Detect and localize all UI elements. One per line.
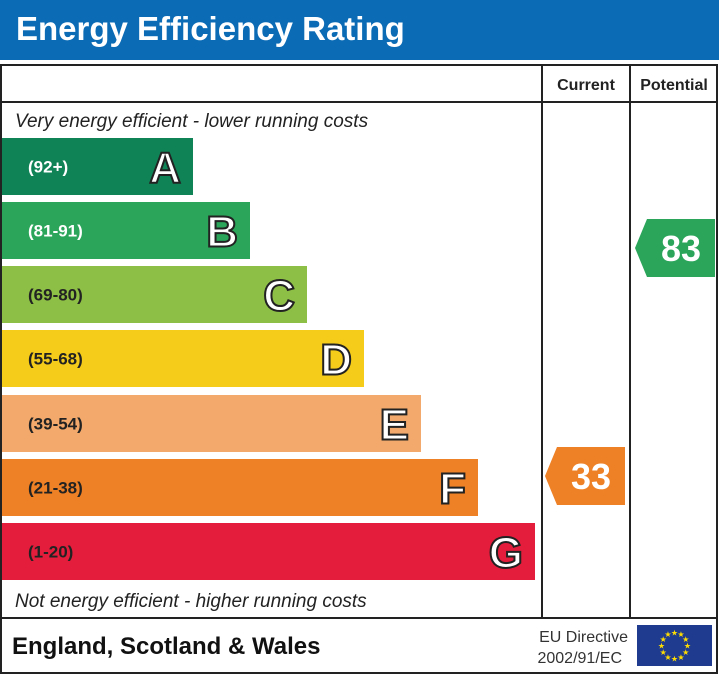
band-range-e: (39-54) bbox=[28, 415, 83, 434]
eu-star-icon: ★ bbox=[671, 629, 678, 638]
band-range-b: (81-91) bbox=[28, 222, 83, 241]
eu-star-icon: ★ bbox=[658, 642, 665, 651]
eu-star-icon: ★ bbox=[682, 648, 689, 657]
band-letter-b: B bbox=[206, 208, 238, 257]
band-letter-e: E bbox=[380, 401, 409, 450]
band-letter-f: F bbox=[439, 465, 466, 514]
eu-flag-icon bbox=[637, 625, 712, 666]
footer-region: England, Scotland & Wales bbox=[12, 633, 320, 660]
band-range-g: (1-20) bbox=[28, 543, 73, 562]
band-bar-d bbox=[2, 330, 364, 387]
eu-star-icon: ★ bbox=[660, 635, 667, 644]
current-rating-arrow bbox=[545, 447, 625, 505]
eu-star-icon: ★ bbox=[671, 655, 678, 664]
band-range-c: (69-80) bbox=[28, 286, 83, 305]
current-rating-value: 33 bbox=[571, 456, 611, 497]
band-range-d: (55-68) bbox=[28, 350, 83, 369]
chart-frame bbox=[0, 64, 718, 674]
top-note: Very energy efficient - lower running co… bbox=[15, 111, 369, 132]
band-bar-e bbox=[2, 395, 421, 452]
potential-header: Potential bbox=[640, 77, 708, 94]
eu-star-icon: ★ bbox=[664, 653, 671, 662]
bottom-note: Not energy efficient - higher running co… bbox=[15, 591, 367, 612]
eu-star-icon: ★ bbox=[664, 630, 671, 639]
eu-star-icon: ★ bbox=[677, 653, 684, 662]
directive-line-2: 2002/91/EC bbox=[537, 650, 622, 667]
title-bar: Energy Efficiency Rating bbox=[0, 0, 719, 60]
current-header: Current bbox=[557, 77, 615, 94]
band-bar-c bbox=[2, 266, 307, 323]
eu-star-icon: ★ bbox=[677, 630, 684, 639]
band-letter-c: C bbox=[263, 272, 295, 321]
potential-rating-value: 83 bbox=[661, 228, 701, 269]
potential-rating-arrow bbox=[635, 219, 715, 277]
directive-line-1: EU Directive bbox=[539, 629, 628, 646]
band-letter-g: G bbox=[489, 529, 523, 578]
chart-title: Energy Efficiency Rating bbox=[16, 10, 405, 47]
band-letter-a: A bbox=[149, 144, 181, 193]
band-letter-d: D bbox=[320, 336, 352, 385]
eu-star-icon: ★ bbox=[660, 648, 667, 657]
band-range-f: (21-38) bbox=[28, 479, 83, 498]
band-bar-b bbox=[2, 202, 250, 259]
band-bar-a bbox=[2, 138, 193, 195]
band-bar-g bbox=[2, 523, 535, 580]
band-range-a: (92+) bbox=[28, 158, 68, 177]
eu-star-icon: ★ bbox=[684, 642, 691, 651]
band-bar-f bbox=[2, 459, 478, 516]
eu-star-icon: ★ bbox=[682, 635, 689, 644]
